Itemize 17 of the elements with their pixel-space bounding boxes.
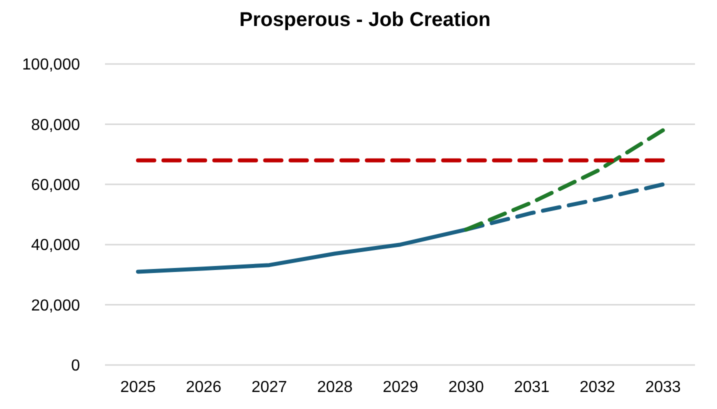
y-tick-label: 60,000: [31, 177, 80, 194]
x-tick-label: 2027: [251, 379, 288, 396]
x-tick-label: 2026: [186, 379, 222, 396]
x-tick-label: 2032: [580, 379, 616, 396]
x-tick-label: 2033: [645, 379, 681, 396]
line-series: [464, 128, 665, 232]
y-tick-label: 40,000: [31, 237, 80, 254]
x-tick-label: 2031: [514, 379, 550, 396]
y-tick-label: 80,000: [31, 116, 80, 134]
x-tick-label: 2025: [120, 379, 156, 396]
y-tick-label: 0: [71, 358, 80, 375]
x-tick-label: 2029: [382, 379, 418, 396]
x-tick-label: 2030: [448, 379, 484, 396]
y-tick-label: 100,000: [22, 56, 80, 74]
y-tick-label: 20,000: [31, 297, 80, 314]
chart-title: Prosperous - Job Creation: [239, 9, 491, 31]
x-tick-label: 2028: [317, 379, 353, 396]
